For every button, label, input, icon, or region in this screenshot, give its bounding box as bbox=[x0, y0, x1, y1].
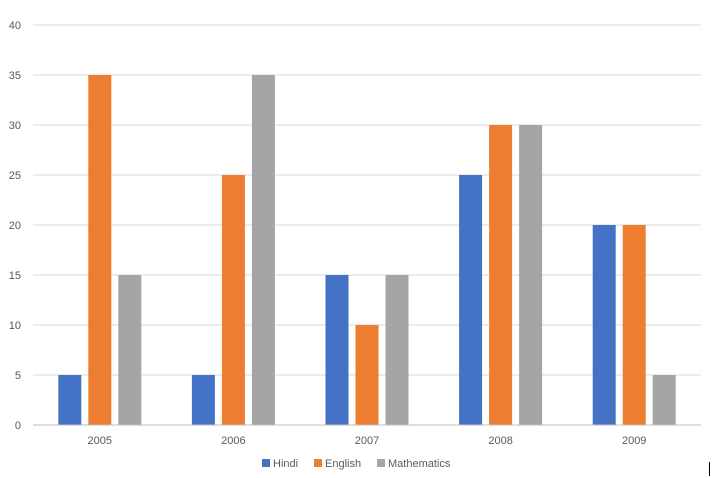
y-tick-label: 35 bbox=[9, 70, 21, 82]
x-tick-label: 2008 bbox=[488, 435, 512, 447]
bar-english-2007 bbox=[355, 325, 379, 425]
y-tick-label: 10 bbox=[9, 320, 21, 332]
bar-hindi-2005 bbox=[58, 375, 82, 425]
y-tick-label: 5 bbox=[15, 370, 21, 382]
bar-mathematics-2009 bbox=[652, 375, 676, 425]
legend-swatch-mathematics bbox=[377, 459, 385, 467]
y-tick-label: 20 bbox=[9, 220, 21, 232]
legend-swatch-hindi bbox=[262, 459, 270, 467]
legend-swatch-english bbox=[314, 459, 322, 467]
x-axis-tick-labels: 2005 2006 2007 2008 2009 bbox=[88, 435, 647, 447]
y-tick-label: 25 bbox=[9, 170, 21, 182]
bar-english-2008 bbox=[489, 125, 513, 425]
legend-label-english: English bbox=[325, 458, 361, 470]
bar-hindi-2006 bbox=[191, 375, 215, 425]
x-tick-label: 2006 bbox=[221, 435, 245, 447]
bar-mathematics-2008 bbox=[519, 125, 543, 425]
x-tick-label: 2005 bbox=[88, 435, 112, 447]
gridlines bbox=[33, 24, 701, 376]
x-tick-label: 2007 bbox=[355, 435, 379, 447]
bar-mathematics-2006 bbox=[251, 75, 275, 425]
bar-series bbox=[58, 75, 676, 425]
x-tick-label: 2009 bbox=[622, 435, 646, 447]
legend: Hindi English Mathematics bbox=[262, 458, 451, 470]
y-axis-tick-labels: 0 5 10 15 20 25 30 35 40 bbox=[9, 20, 21, 432]
bar-mathematics-2005 bbox=[118, 275, 142, 425]
y-tick-label: 15 bbox=[9, 270, 21, 282]
bar-english-2006 bbox=[221, 175, 245, 425]
y-tick-label: 0 bbox=[15, 420, 21, 432]
bar-hindi-2009 bbox=[592, 225, 616, 425]
bar-mathematics-2007 bbox=[385, 275, 409, 425]
y-tick-label: 30 bbox=[9, 120, 21, 132]
legend-label-mathematics: Mathematics bbox=[388, 458, 451, 470]
bar-english-2005 bbox=[88, 75, 112, 425]
legend-label-hindi: Hindi bbox=[273, 458, 298, 470]
y-tick-label: 40 bbox=[9, 20, 21, 32]
bar-hindi-2007 bbox=[325, 275, 349, 425]
bar-hindi-2008 bbox=[459, 175, 483, 425]
bar-english-2009 bbox=[622, 225, 646, 425]
text-cursor bbox=[709, 462, 710, 476]
